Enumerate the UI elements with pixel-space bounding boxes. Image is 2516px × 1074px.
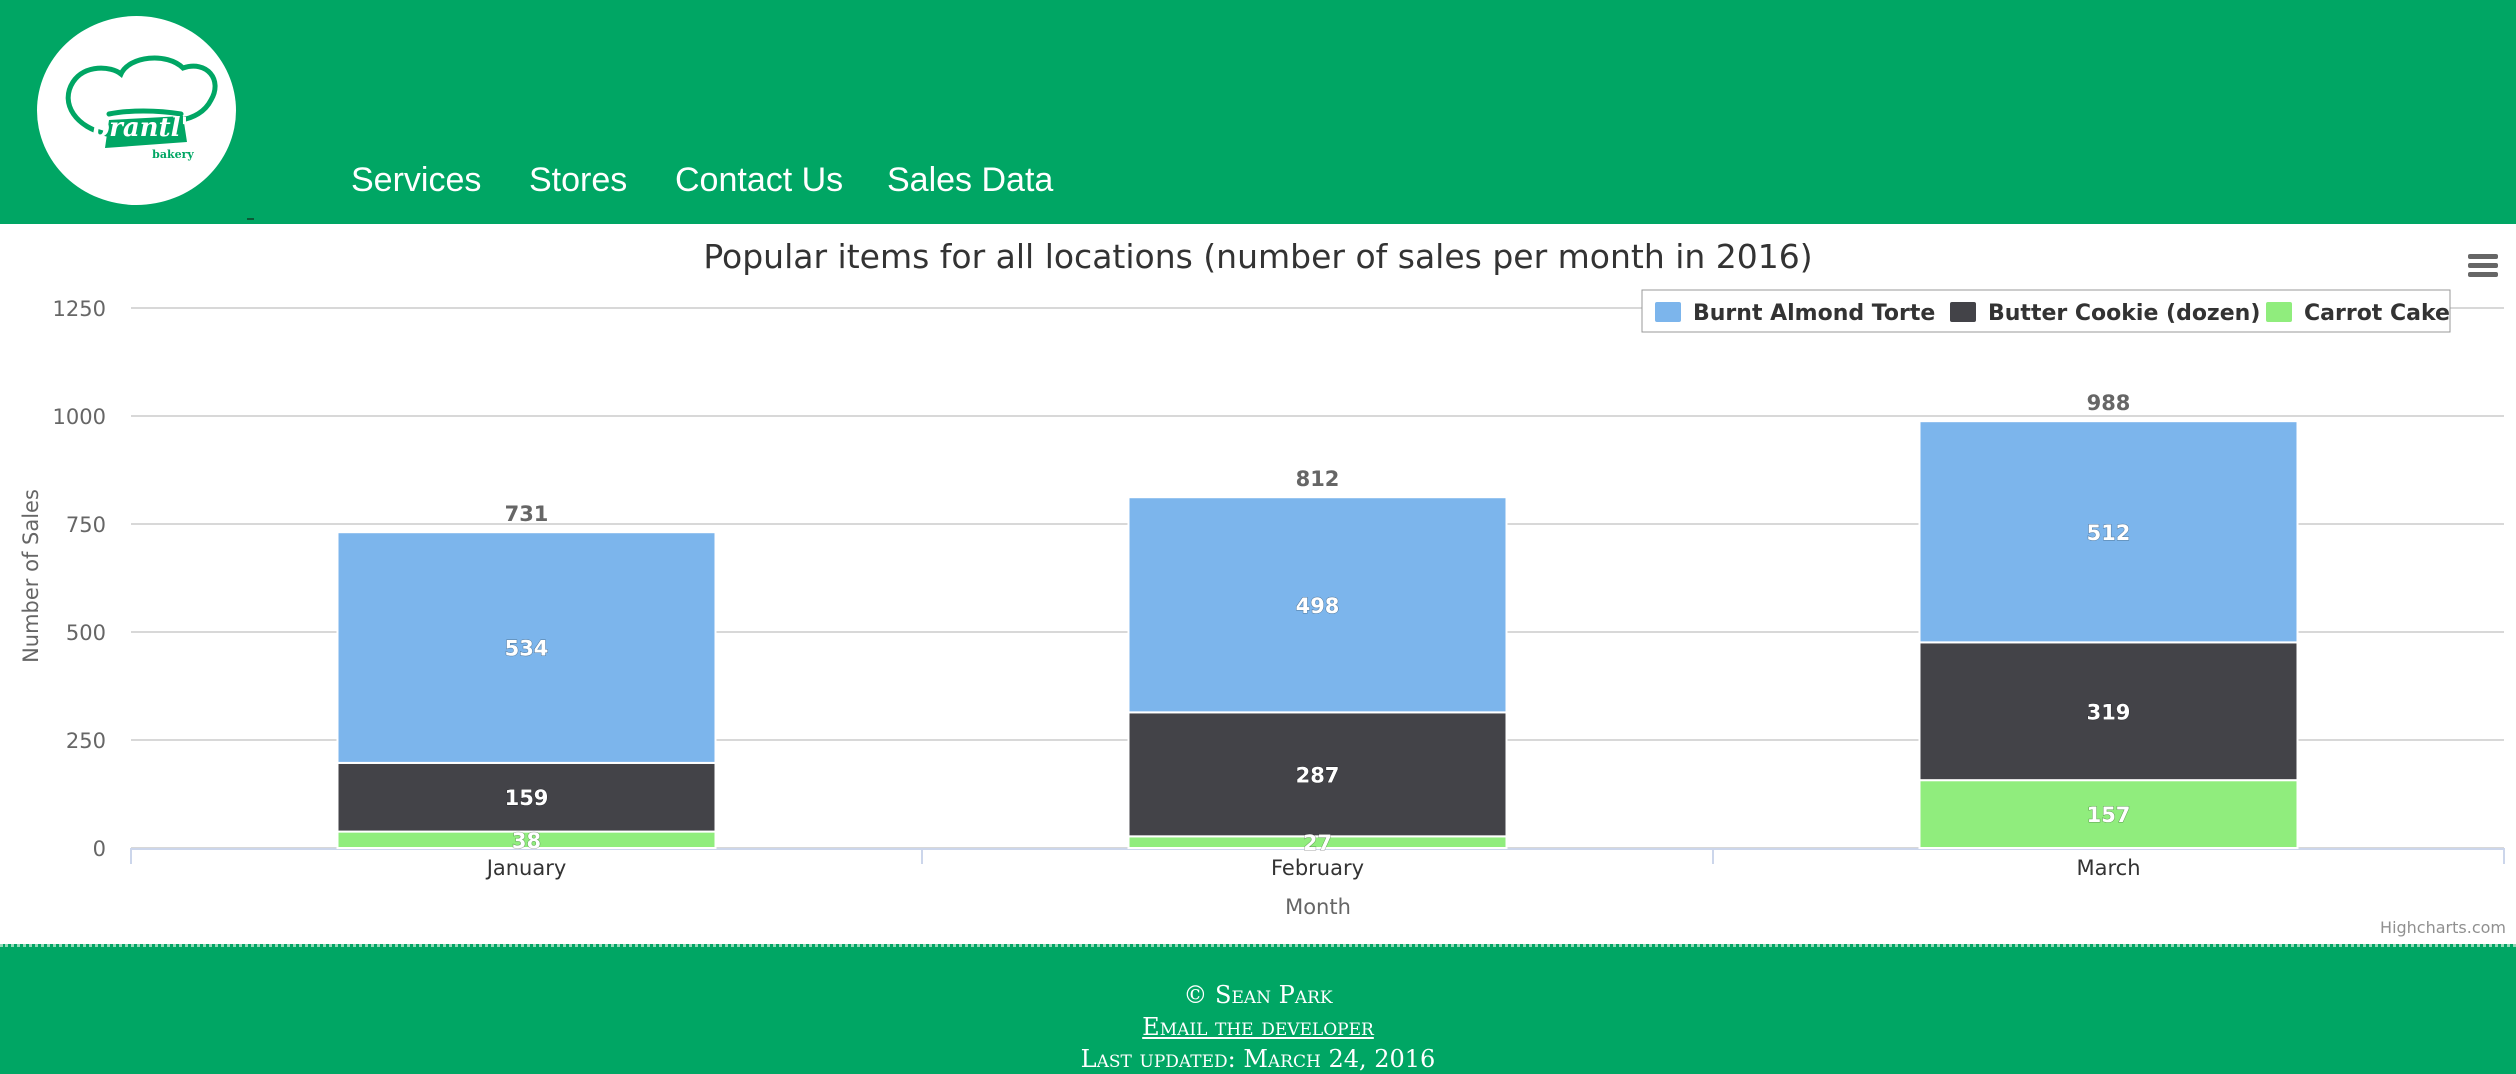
footer-copyright: © Sean Park [1183,981,1333,1009]
bar-segment[interactable] [1918,641,2299,782]
chart-canvas: Popular items for all locations (number … [19,237,2505,919]
hamburger-bar [2468,254,2498,259]
hamburger-bar [2468,272,2498,277]
legend-item-carrot-cake[interactable]: Carrot Cake [2266,301,2450,326]
bar-data-label: 287 [1296,763,1340,787]
site-footer: © Sean Park Email the developer Last upd… [0,944,2516,1074]
logo-text: prantl's [91,113,203,143]
x-axis-label: Month [1285,895,1351,919]
bar-segment[interactable] [1918,779,2299,850]
nav-services[interactable]: Services [351,161,482,199]
chart-title: Popular items for all locations (number … [703,237,1812,276]
nav-stores[interactable]: Stores [529,161,628,199]
nav-sales-data[interactable]: Sales Data [887,161,1054,199]
prantls-bakery-logo[interactable]: prantl's bakery [37,16,236,205]
bar-segment[interactable] [1127,496,1508,714]
stack-total-label: 812 [1296,467,1340,491]
y-axis-label: Number of Sales [19,489,43,663]
logo-subtext: bakery [152,148,194,161]
y-tick-label: 250 [66,729,106,753]
bar-data-label: 38 [512,829,541,853]
legend-item-butter-cookie[interactable]: Butter Cookie (dozen) [1950,301,2260,326]
legend-label: Carrot Cake [2304,301,2450,326]
chart-context-menu-button[interactable] [2464,250,2502,282]
bar-data-label: 534 [505,637,549,661]
hamburger-bar [2468,263,2498,268]
email-developer-link[interactable]: Email the developer [1142,1013,1374,1041]
stack-total-label: 988 [2087,391,2131,415]
bar-data-label: 512 [2087,521,2131,545]
bar-segment[interactable] [336,531,717,764]
bar-data-label: 27 [1303,831,1332,855]
nav-underline [247,218,254,220]
y-tick-label: 1250 [53,297,106,321]
sales-chart: Popular items for all locations (number … [0,224,2516,944]
y-tick-label: 750 [66,513,106,537]
x-tick-label: January [485,856,567,880]
bar-data-label: 157 [2087,803,2131,827]
bar-segment[interactable] [1127,711,1508,838]
bar-data-label: 319 [2087,700,2131,724]
bar-segment[interactable] [336,761,717,833]
bar-data-label: 159 [505,786,549,810]
legend-label: Burnt Almond Torte [1693,301,1935,326]
y-tick-label: 1000 [53,405,106,429]
highcharts-credits-link[interactable]: Highcharts.com [2380,918,2506,937]
legend-item-burnt-almond-torte[interactable]: Burnt Almond Torte [1655,301,1935,326]
legend-label: Butter Cookie (dozen) [1988,301,2260,326]
nav-contact-us[interactable]: Contact Us [675,161,844,199]
bar-data-label: 498 [1296,594,1340,618]
chart-legend: Burnt Almond Torte Butter Cookie (dozen)… [1641,289,2451,333]
stack-total-label: 731 [505,502,549,526]
x-tick-label: March [2076,856,2140,880]
y-tick-label: 500 [66,621,106,645]
x-tick-label: February [1271,856,1364,880]
y-tick-label: 0 [93,837,106,861]
site-header: prantl's bakery Services Stores Contact … [0,0,2516,224]
bar-segment[interactable] [1918,420,2299,644]
footer-last-updated: Last updated: March 24, 2016 [1080,1045,1436,1073]
